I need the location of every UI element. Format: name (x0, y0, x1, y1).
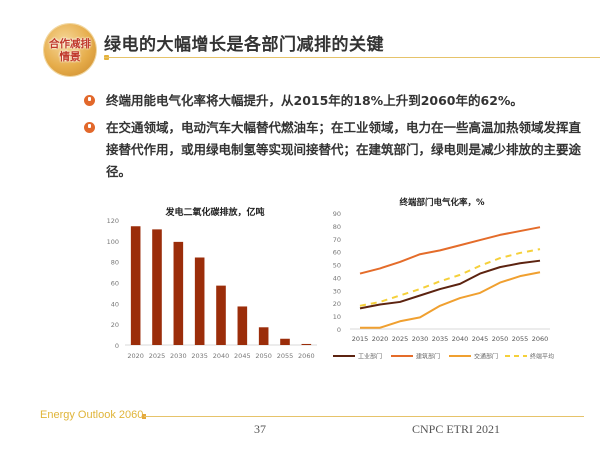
x-tick-label: 2050 (492, 335, 509, 343)
bullet-item: 在交通领域，电动汽车大幅替代燃油车；在工业领域，电力在一些高温加热领域发挥直接替… (84, 117, 584, 183)
legend-label: 建筑部门 (416, 353, 440, 361)
x-tick-label: 2055 (277, 352, 294, 360)
x-tick-label: 2020 (127, 352, 144, 360)
end-use-electrification-line-chart: 终端部门电气化率，% 0 10 20 30 40 50 60 70 80 90 2015 2020 202… (325, 190, 565, 370)
y-tick-label: 40 (111, 300, 119, 308)
x-tick-label: 2025 (149, 352, 166, 360)
footer-publisher: CNPC ETRI 2021 (412, 422, 501, 436)
legend-label: 交通部门 (474, 353, 498, 361)
power-bullet-icon (84, 122, 95, 133)
x-tick-label: 2030 (412, 335, 429, 343)
chart-title: 发电二氧化碳排放，亿吨 (164, 206, 264, 218)
x-tick-label: 2040 (452, 335, 469, 343)
series-line (359, 226, 541, 275)
y-tick-label: 70 (333, 236, 341, 244)
y-tick-label: 120 (107, 217, 119, 225)
y-tick-label: 80 (111, 259, 119, 267)
bar (173, 241, 184, 345)
y-tick-label: 100 (107, 238, 119, 246)
x-tick-label: 2020 (372, 335, 389, 343)
series-line (360, 271, 541, 329)
chart-title: 终端部门电气化率，% (398, 197, 485, 208)
x-tick-label: 2040 (213, 352, 230, 360)
x-tick-label: 2060 (298, 352, 315, 360)
legend-label: 终端平均 (530, 353, 554, 361)
bullet-text: 在交通领域，电动汽车大幅替代燃油车；在工业领域，电力在一些高温加热领域发挥直接替… (106, 120, 582, 179)
y-tick-label: 20 (111, 321, 119, 329)
series-line (359, 248, 541, 307)
y-tick-label: 80 (333, 223, 341, 231)
y-tick-label: 60 (111, 280, 119, 288)
bullet-text: 终端用能电气化率将大幅提升，从2015年的18%上升到2060年的62%。 (106, 93, 523, 108)
bullet-list: 终端用能电气化率将大幅提升，从2015年的18%上升到2060年的62%。 在交… (84, 90, 584, 188)
x-tick-label: 2050 (255, 352, 272, 360)
y-tick-label: 20 (333, 300, 341, 308)
x-tick-label: 2055 (512, 335, 529, 343)
bar (216, 285, 226, 345)
logo-line2: 情景 (59, 51, 81, 63)
power-co2-emissions-bar-chart: 发电二氧化碳排放，亿吨 0 20 40 60 80 100 120 2020 2025 2030 20… (95, 198, 325, 368)
bar (194, 257, 205, 345)
bar (258, 327, 269, 345)
logo-line1: 合作减排 (49, 38, 91, 50)
series-line (359, 259, 541, 310)
y-tick-label: 10 (333, 313, 341, 321)
x-tick-label: 2045 (472, 335, 489, 343)
x-tick-label: 2045 (234, 352, 251, 360)
bar (130, 226, 141, 345)
legend-label: 工业部门 (358, 353, 382, 361)
y-tick-label: 60 (333, 249, 341, 257)
y-tick-label: 40 (333, 274, 341, 282)
bar (152, 229, 162, 345)
x-tick-label: 2035 (191, 352, 208, 360)
bar (301, 343, 312, 345)
footer-report-name: Energy Outlook 2060 (40, 409, 144, 421)
title-divider (104, 57, 600, 58)
scenario-logo-badge: 合作减排 情景 (44, 24, 96, 76)
power-bullet-icon (84, 95, 95, 106)
y-tick-label: 90 (333, 210, 341, 218)
bar (280, 338, 290, 345)
bullet-item: 终端用能电气化率将大幅提升，从2015年的18%上升到2060年的62%。 (84, 90, 584, 112)
x-tick-label: 2025 (392, 335, 409, 343)
y-tick-label: 50 (333, 262, 341, 270)
footer-divider (144, 416, 584, 417)
y-tick-label: 0 (337, 326, 341, 334)
bar (237, 306, 248, 345)
y-tick-label: 0 (115, 342, 119, 350)
x-tick-label: 2015 (352, 335, 369, 343)
y-tick-label: 30 (333, 287, 341, 295)
page-number: 37 (254, 422, 266, 436)
x-tick-label: 2060 (532, 335, 549, 343)
x-tick-label: 2035 (432, 335, 449, 343)
x-tick-label: 2030 (170, 352, 187, 360)
slide-title: 绿电的大幅增长是各部门减排的关键 (104, 35, 384, 55)
